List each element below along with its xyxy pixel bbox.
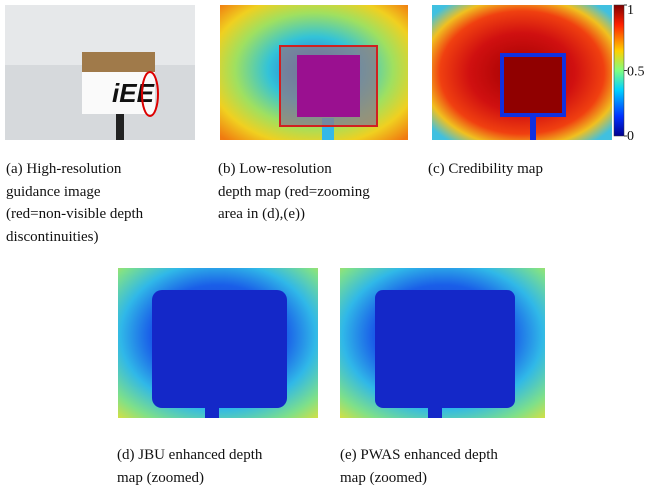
colorbar-ticks: 10.50 <box>624 3 645 144</box>
caption-line: (e) PWAS enhanced depth <box>340 444 498 467</box>
caption-line: depth map (red=zooming <box>218 181 370 204</box>
caption-line: discontinuities) <box>6 226 143 249</box>
caption-line: area in (d),(e)) <box>218 203 370 226</box>
caption-line: map (zoomed) <box>340 467 498 490</box>
guidance-image: iEE <box>5 5 195 140</box>
caption-line: map (zoomed) <box>117 467 262 490</box>
caption-c: (c) Credibility map <box>428 158 543 181</box>
caption-line: (red=non-visible depth <box>6 203 143 226</box>
colorbar-tick-label: 0 <box>627 129 634 144</box>
caption-line: (d) JBU enhanced depth <box>117 444 262 467</box>
credibility-map <box>432 5 624 140</box>
depth-map <box>220 5 408 140</box>
colorbar <box>614 5 624 136</box>
figure: iEE 10.50 (a) High-resolutionguidance im… <box>0 0 652 492</box>
colorbar-tick-label: 1 <box>627 3 634 18</box>
caption-line: guidance image <box>6 181 143 204</box>
logo-text: iEE <box>112 78 155 108</box>
pwas-depth-map <box>340 268 545 418</box>
caption-line: (c) Credibility map <box>428 158 543 181</box>
caption-line: (a) High-resolution <box>6 158 143 181</box>
jbu-depth-map <box>118 268 318 418</box>
colorbar-tick-label: 0.5 <box>627 65 645 80</box>
caption-line: (b) Low-resolution <box>218 158 370 181</box>
